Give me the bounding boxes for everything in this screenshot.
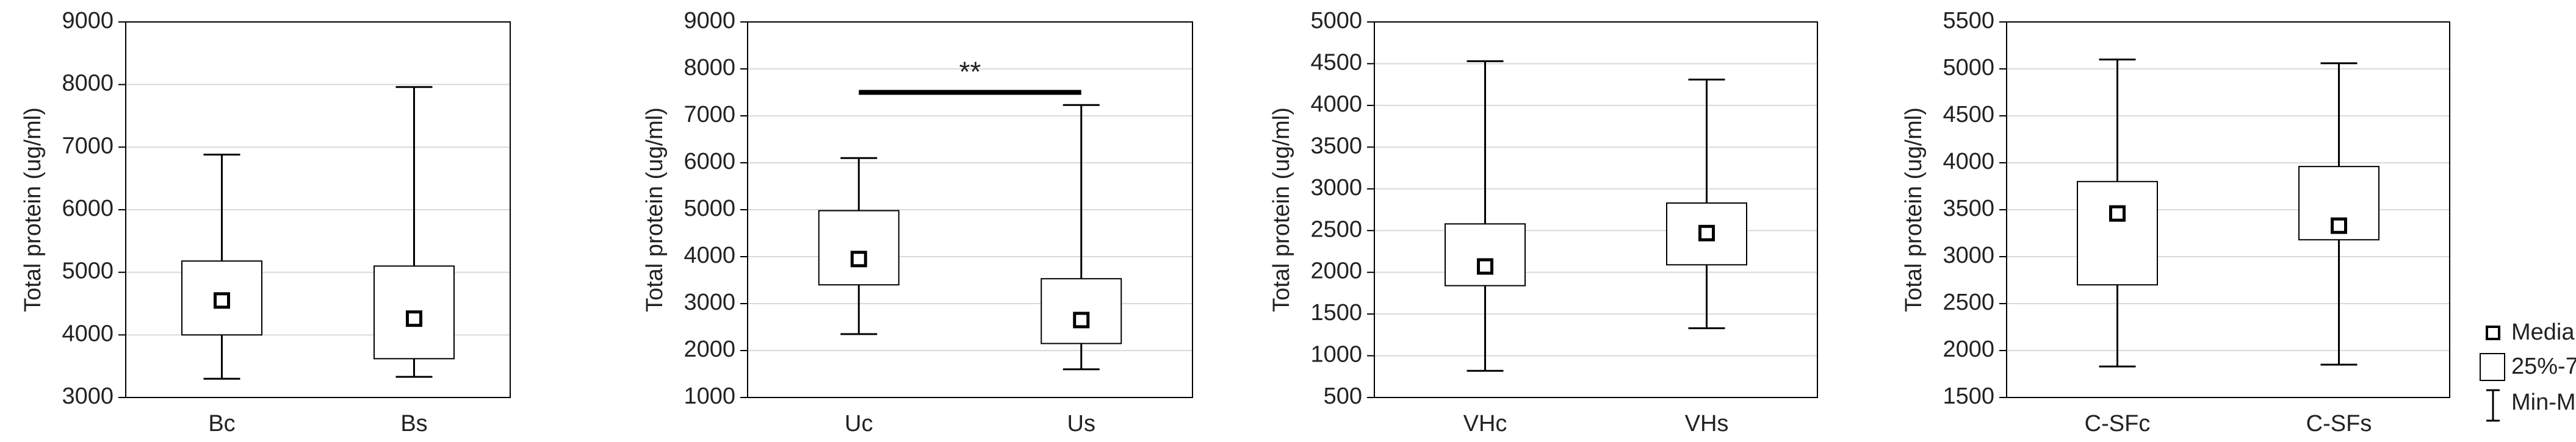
y-tick-label: 7000	[62, 133, 114, 159]
legend-label: Median	[2511, 319, 2576, 345]
plot-frame	[1374, 21, 1818, 398]
box	[1041, 278, 1122, 344]
y-tick-label: 5000	[684, 196, 735, 221]
y-tick-label: 5000	[1943, 55, 1994, 80]
y-tick-label: 1000	[1310, 342, 1362, 368]
x-tick-label: VHs	[1685, 411, 1729, 437]
y-tick-label: 4000	[684, 243, 735, 268]
legend-label: 25%-75%	[2511, 354, 2576, 379]
legend-box-icon	[2480, 353, 2505, 381]
y-tick-label: 2000	[1943, 337, 1994, 362]
y-tick-label: 500	[1324, 383, 1362, 409]
y-axis-label: Total protein (ug/ml)	[20, 107, 46, 312]
x-tick-label: Us	[1067, 411, 1095, 437]
plot-frame	[2006, 21, 2450, 398]
box	[818, 210, 900, 286]
y-tick-label: 2500	[1943, 290, 1994, 315]
y-tick-label: 5000	[62, 258, 114, 284]
x-tick-label: Bc	[208, 411, 235, 437]
y-tick-label: 4000	[1310, 91, 1362, 117]
y-tick-label: 6000	[62, 196, 114, 221]
y-tick-label: 4500	[1943, 102, 1994, 127]
y-axis-label: Total protein (ug/ml)	[1269, 107, 1294, 312]
legend-whisker-icon	[2486, 389, 2500, 422]
box	[2077, 180, 2158, 286]
y-tick-label: 8000	[62, 71, 114, 96]
x-tick-label: C-SFc	[2085, 411, 2151, 437]
y-tick-label: 3000	[684, 290, 735, 315]
y-tick-label: 3000	[1310, 175, 1362, 201]
y-tick-label: 7000	[684, 102, 735, 127]
y-tick-label: 9000	[62, 8, 114, 34]
plot-frame	[747, 21, 1193, 398]
y-tick-label: 5000	[1310, 8, 1362, 34]
y-tick-label: 2000	[1310, 258, 1362, 284]
y-tick-label: 4000	[1943, 149, 1994, 174]
median	[850, 251, 867, 268]
y-tick-label: 1000	[684, 383, 735, 409]
x-tick-label: VHc	[1463, 411, 1507, 437]
y-tick-label: 9000	[684, 8, 735, 34]
y-tick-label: 3000	[62, 383, 114, 409]
y-tick-label: 4000	[62, 321, 114, 346]
median	[1477, 258, 1493, 275]
x-tick-label: Uc	[845, 411, 873, 437]
median	[2109, 205, 2126, 222]
legend: Median 25%-75% Min-Max	[2480, 319, 2576, 422]
median	[406, 310, 422, 327]
y-tick-label: 2000	[684, 337, 735, 362]
plot-frame	[125, 21, 511, 398]
y-tick-label: 3500	[1943, 196, 1994, 221]
median	[1698, 224, 1715, 241]
box	[1445, 223, 1526, 287]
median	[2331, 217, 2347, 234]
y-axis-label: Total protein (ug/ml)	[1901, 107, 1927, 312]
y-tick-label: 3000	[1943, 243, 1994, 268]
x-tick-label: Bs	[400, 411, 427, 437]
y-tick-label: 1500	[1943, 383, 1994, 409]
y-tick-label: 6000	[684, 149, 735, 174]
significance-label: **	[959, 56, 981, 88]
y-tick-label: 4500	[1310, 49, 1362, 75]
legend-median-icon	[2486, 326, 2500, 340]
y-tick-label: 5500	[1943, 8, 1994, 34]
y-tick-label: 8000	[684, 55, 735, 80]
median	[1073, 312, 1090, 329]
x-tick-label: C-SFs	[2306, 411, 2372, 437]
y-tick-label: 2500	[1310, 216, 1362, 242]
y-tick-label: 1500	[1310, 300, 1362, 326]
legend-label: Min-Max	[2511, 390, 2576, 415]
y-axis-label: Total protein (ug/ml)	[642, 107, 668, 312]
median	[214, 292, 230, 309]
y-tick-label: 3500	[1310, 133, 1362, 159]
